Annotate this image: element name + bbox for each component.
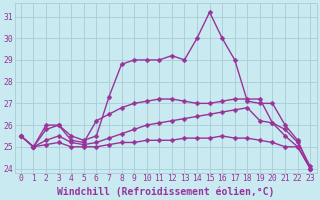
X-axis label: Windchill (Refroidissement éolien,°C): Windchill (Refroidissement éolien,°C)	[57, 186, 274, 197]
